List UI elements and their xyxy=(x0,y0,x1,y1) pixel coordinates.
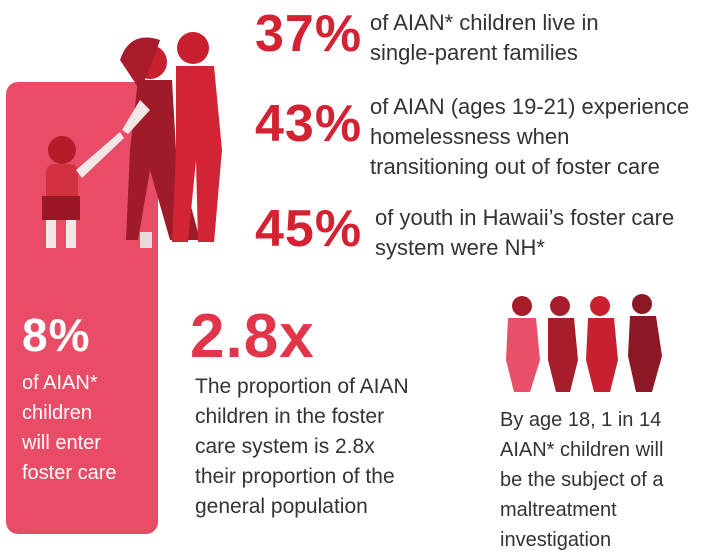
text-line: general population xyxy=(195,492,409,522)
text-line: will enter xyxy=(22,428,116,458)
text-line: The proportion of AIAN xyxy=(195,372,409,402)
text-line: children in the foster xyxy=(195,402,409,432)
text-line: system were NH* xyxy=(375,233,674,263)
text-line: homelessness when xyxy=(370,122,689,152)
text-line: AIAN* children will xyxy=(500,435,663,465)
text-line: of AIAN* children live in xyxy=(370,8,599,38)
text-line: of youth in Hawaii’s foster care xyxy=(375,203,674,233)
text-line: By age 18, 1 in 14 xyxy=(500,405,663,435)
callout-figure: 8% xyxy=(22,312,90,358)
text-line: be the subject of a xyxy=(500,465,663,495)
text-line: investigation xyxy=(500,525,663,555)
text-line: their proportion of the xyxy=(195,462,409,492)
stat-figure: 43% xyxy=(255,98,362,150)
page: 37%of AIAN* children live insingle-paren… xyxy=(0,0,720,548)
text-line: of AIAN (ages 19-21) experience xyxy=(370,92,689,122)
stat-figure: 45% xyxy=(255,203,362,255)
text-line: children xyxy=(22,398,116,428)
text-line: foster care xyxy=(22,458,116,488)
text-line: single-parent families xyxy=(370,38,599,68)
family-figures xyxy=(42,32,222,248)
text-line: of AIAN* xyxy=(22,368,116,398)
text-line: maltreatment xyxy=(500,495,663,525)
text-line: care system is 2.8x xyxy=(195,432,409,462)
ratio-figure: 2.8x xyxy=(190,306,315,368)
text-line: transitioning out of foster care xyxy=(370,152,689,182)
child-figures xyxy=(506,294,662,392)
stat-figure: 37% xyxy=(255,8,362,60)
